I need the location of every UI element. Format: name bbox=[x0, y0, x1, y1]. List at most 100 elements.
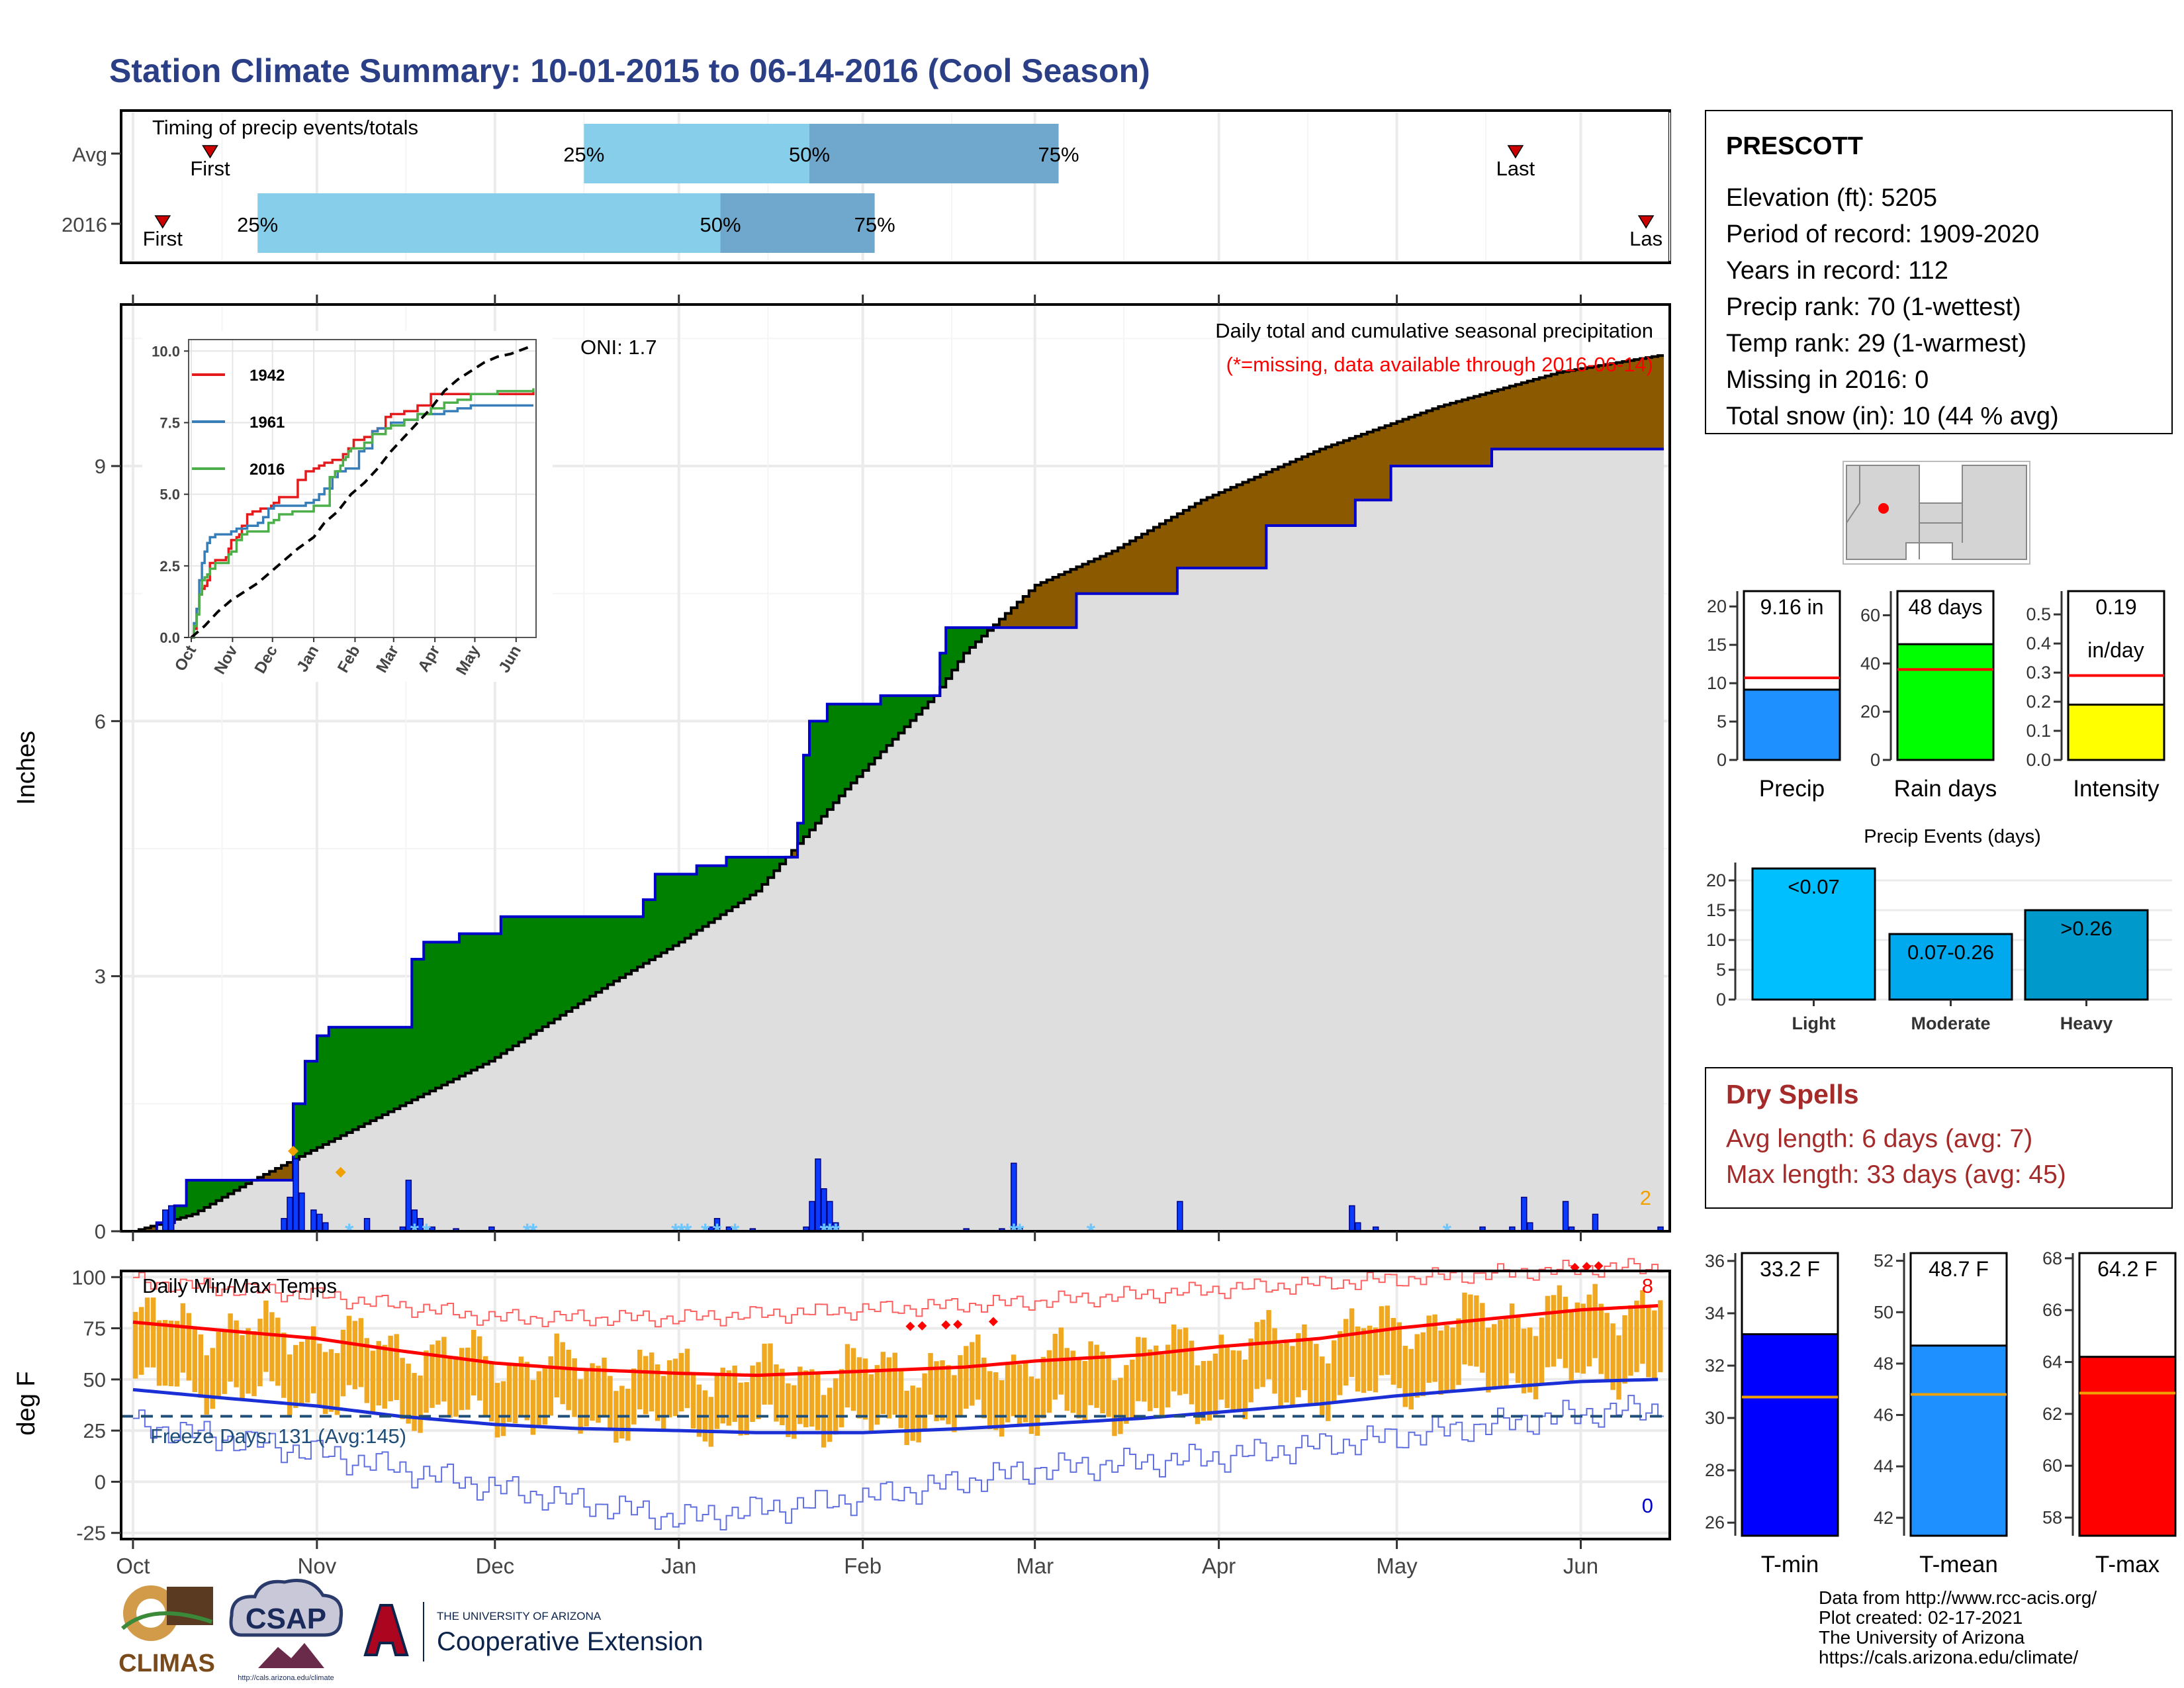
daily-temp-bar bbox=[934, 1361, 939, 1421]
last-event-marker bbox=[1507, 145, 1524, 159]
daily-temp-bar bbox=[1046, 1350, 1052, 1413]
daily-temp-bar bbox=[251, 1331, 257, 1397]
credit-line: Plot created: 02-17-2021 bbox=[1819, 1607, 2023, 1628]
climas-logo: CLIMAS bbox=[118, 1585, 215, 1677]
daily-temp-bar bbox=[821, 1395, 827, 1448]
temp_bars-ytick-label: 36 bbox=[1705, 1251, 1725, 1271]
daily-temp-bar bbox=[625, 1388, 631, 1441]
daily-temp-bar bbox=[1159, 1354, 1165, 1415]
temp_bars-ytick-label: 62 bbox=[2042, 1404, 2062, 1424]
summary_bars-ytick-label: 0.1 bbox=[2026, 721, 2051, 741]
daily-temp-bar bbox=[750, 1365, 755, 1423]
summary_bars-ytick-label: 0 bbox=[1870, 750, 1880, 770]
daily-temp-bar bbox=[542, 1367, 548, 1425]
summary-bar-precip: 0 5 10 15 20 9.16 in Precip bbox=[1707, 590, 1841, 802]
daily-temp-bar bbox=[672, 1358, 678, 1417]
daily-temp-bar bbox=[839, 1369, 844, 1428]
first-event-label: First bbox=[143, 227, 183, 250]
timing-label: Timing of precip events/totals bbox=[152, 116, 418, 139]
last-event-label: Las bbox=[1629, 227, 1662, 250]
wetter-than-avg-area bbox=[156, 628, 993, 1225]
inset-ytick-label: 7.5 bbox=[159, 414, 180, 431]
daily-temp-bar bbox=[298, 1341, 304, 1406]
temp_bars-ytick-label: 30 bbox=[1705, 1408, 1725, 1428]
daily-temp-bar bbox=[786, 1383, 791, 1437]
daily-temp-bar bbox=[708, 1397, 714, 1447]
summary_bars-ytick-label: 15 bbox=[1707, 635, 1727, 655]
events-ytick-label: 20 bbox=[1706, 870, 1726, 890]
daily-temp-bar bbox=[465, 1347, 471, 1410]
daily-temp-bar bbox=[234, 1320, 239, 1387]
daily-temp-bar bbox=[1498, 1320, 1503, 1387]
daily-temp-bar bbox=[720, 1368, 725, 1424]
daily-temp-bar bbox=[370, 1350, 376, 1413]
daily-temp-bar bbox=[1640, 1289, 1645, 1364]
daily-temp-bar bbox=[471, 1330, 477, 1396]
footer-credits: Data from http://www.rcc-acis.org/ Plot … bbox=[1819, 1587, 2097, 1667]
daily-temp-bar bbox=[376, 1340, 381, 1406]
event-bar-label: >0.26 bbox=[2060, 917, 2112, 940]
inset-ytick-label: 10.0 bbox=[152, 343, 180, 359]
daily-temp-bar bbox=[554, 1333, 559, 1397]
daily-temp-bar bbox=[827, 1387, 833, 1442]
daily-temp-bar bbox=[198, 1334, 204, 1398]
daily-temp-bar bbox=[304, 1338, 310, 1403]
daily-temp-bar bbox=[1130, 1359, 1135, 1420]
record-high-marker bbox=[905, 1321, 915, 1331]
daily-temp-bar bbox=[524, 1362, 530, 1421]
summary_bars-value-bar bbox=[1743, 688, 1841, 761]
daily-temp-bar bbox=[714, 1374, 720, 1429]
month-label: Feb bbox=[844, 1554, 882, 1578]
temp_bars-name: T-min bbox=[1761, 1552, 1819, 1577]
daily-temp-bar bbox=[275, 1317, 281, 1386]
daily-temp-bar bbox=[1343, 1319, 1349, 1385]
daily-temp-bar bbox=[1302, 1324, 1307, 1391]
daily-temp-bar bbox=[756, 1362, 761, 1419]
daily-temp-bar bbox=[400, 1358, 405, 1419]
dry-spells-border bbox=[1705, 1067, 2173, 1209]
page-title: Station Climate Summary: 10-01-2015 to 0… bbox=[109, 52, 1150, 89]
daily-temp-bar bbox=[696, 1384, 702, 1437]
daily-temp-bar bbox=[1480, 1303, 1485, 1373]
daily-temp-bar bbox=[1272, 1328, 1277, 1394]
daily-temp-bar bbox=[435, 1340, 441, 1405]
temp-y-axis: -25 0 25 50 75 100 bbox=[71, 1266, 121, 1545]
daily-temp-bar bbox=[441, 1336, 447, 1402]
daily-temp-bar bbox=[1260, 1319, 1265, 1387]
daily-temp-bar bbox=[892, 1352, 897, 1415]
daily-temp-bar bbox=[1206, 1360, 1212, 1421]
temp_bars-ytick-label: 60 bbox=[2042, 1456, 2062, 1476]
summary_bars-value-label: 48 days bbox=[1908, 595, 1982, 619]
daily-temp-bar bbox=[447, 1357, 453, 1418]
events-ytick-label: 10 bbox=[1706, 930, 1726, 950]
month-label: Oct bbox=[116, 1554, 150, 1578]
daily-temp-bar bbox=[1040, 1356, 1046, 1419]
daily-temp-bar bbox=[744, 1382, 749, 1435]
missing-count: 2 bbox=[1640, 1186, 1651, 1209]
daily-temp-bar bbox=[240, 1335, 245, 1399]
daily-temp-bar bbox=[1052, 1333, 1058, 1400]
daily-temp-bar bbox=[1509, 1303, 1515, 1374]
daily-precip-bar bbox=[298, 1192, 305, 1232]
daily-temp-bar bbox=[512, 1365, 518, 1424]
event-bar-moderate bbox=[1888, 933, 2013, 1001]
daily-temp-bar bbox=[548, 1356, 553, 1416]
missing-note: (*=missing, data available through 2016-… bbox=[1226, 353, 1653, 376]
daily-temp-bar bbox=[1521, 1329, 1527, 1393]
timing-rows: Avg First Last 25% 50% 75% 2016 First Las 25% 50% 7… bbox=[62, 143, 1662, 250]
daily-temp-bar bbox=[1212, 1353, 1218, 1415]
daily-temp-bar bbox=[1082, 1361, 1087, 1421]
daily-temp-bar bbox=[1230, 1350, 1236, 1413]
precip-ytick-label: 3 bbox=[95, 965, 106, 988]
inset-series-1961 bbox=[191, 404, 533, 639]
temp_bars-name: T-mean bbox=[1919, 1552, 1998, 1577]
daily-temp-bar bbox=[1177, 1329, 1183, 1395]
temp-ytick-label: 0 bbox=[95, 1470, 106, 1493]
daily-temp-bar bbox=[637, 1349, 643, 1410]
inset-legend-label: 2016 bbox=[250, 461, 285, 479]
daily-temp-bar bbox=[946, 1365, 951, 1425]
ua-name: THE UNIVERSITY OF ARIZONA bbox=[437, 1610, 602, 1622]
daily-temp-bar bbox=[192, 1327, 198, 1392]
temp_bars-ytick-label: 64 bbox=[2042, 1352, 2062, 1372]
daily-temp-bar bbox=[584, 1370, 589, 1427]
